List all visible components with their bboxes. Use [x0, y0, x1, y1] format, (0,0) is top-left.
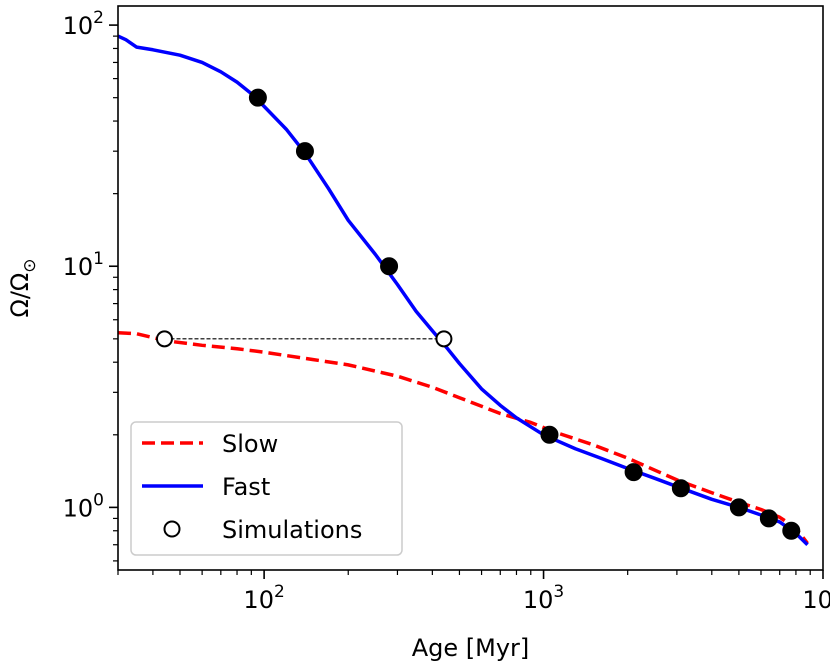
simulation-point-filled: [380, 257, 399, 276]
legend-fast-label: Fast: [222, 473, 270, 501]
x-tick-label-exponent: 2: [274, 582, 285, 602]
y-axis-label-subscript: ⊙: [20, 258, 40, 272]
y-tick-label-base: 10: [63, 494, 94, 522]
simulation-point-filled: [782, 521, 801, 540]
legend-box: [130, 421, 403, 556]
y-tick-label: 101: [63, 249, 104, 281]
legend-slow-label: Slow: [222, 430, 278, 458]
y-axis-label: Ω/Ω⊙: [6, 258, 40, 317]
simulation-point-filled: [295, 142, 314, 161]
x-tick-label-base: 10: [523, 586, 554, 614]
x-tick-label-exponent: 3: [553, 582, 564, 602]
y-tick-label: 102: [63, 8, 104, 40]
simulation-point-filled: [759, 509, 778, 528]
simulation-point-filled: [248, 88, 267, 107]
y-tick-label: 100: [63, 490, 104, 522]
y-tick-label-exponent: 1: [93, 249, 104, 269]
y-tick-label-exponent: 0: [93, 490, 104, 510]
x-tick-label-base: 10: [802, 586, 830, 614]
y-tick-label-exponent: 2: [93, 8, 104, 28]
legend-simulations-swatch: [163, 520, 181, 538]
simulation-point-filled: [540, 425, 559, 444]
simulation-point-filled: [729, 498, 748, 517]
legend-simulations-label: Simulations: [222, 516, 362, 544]
simulation-point-open: [155, 330, 173, 348]
y-axis-label-text: Ω/Ω: [6, 273, 34, 318]
simulation-point-filled: [624, 463, 643, 482]
x-tick-label: 102: [243, 582, 284, 614]
legend: Slow Fast Simulations: [130, 421, 403, 556]
y-tick-label-base: 10: [63, 253, 94, 281]
simulation-point-open: [435, 330, 453, 348]
y-tick-label-base: 10: [63, 12, 94, 40]
x-tick-label: 104: [802, 582, 830, 614]
x-tick-label-base: 10: [243, 586, 274, 614]
x-tick-label: 103: [523, 582, 564, 614]
plot-content: [118, 34, 809, 546]
plot-clipped-area: [118, 34, 809, 546]
x-axis-label: Age [Myr]: [412, 634, 530, 662]
plot-frame: [117, 5, 824, 571]
axes: 102103104100101102Age [Myr]Ω/Ω⊙: [6, 5, 830, 662]
simulation-point-filled: [671, 479, 690, 498]
